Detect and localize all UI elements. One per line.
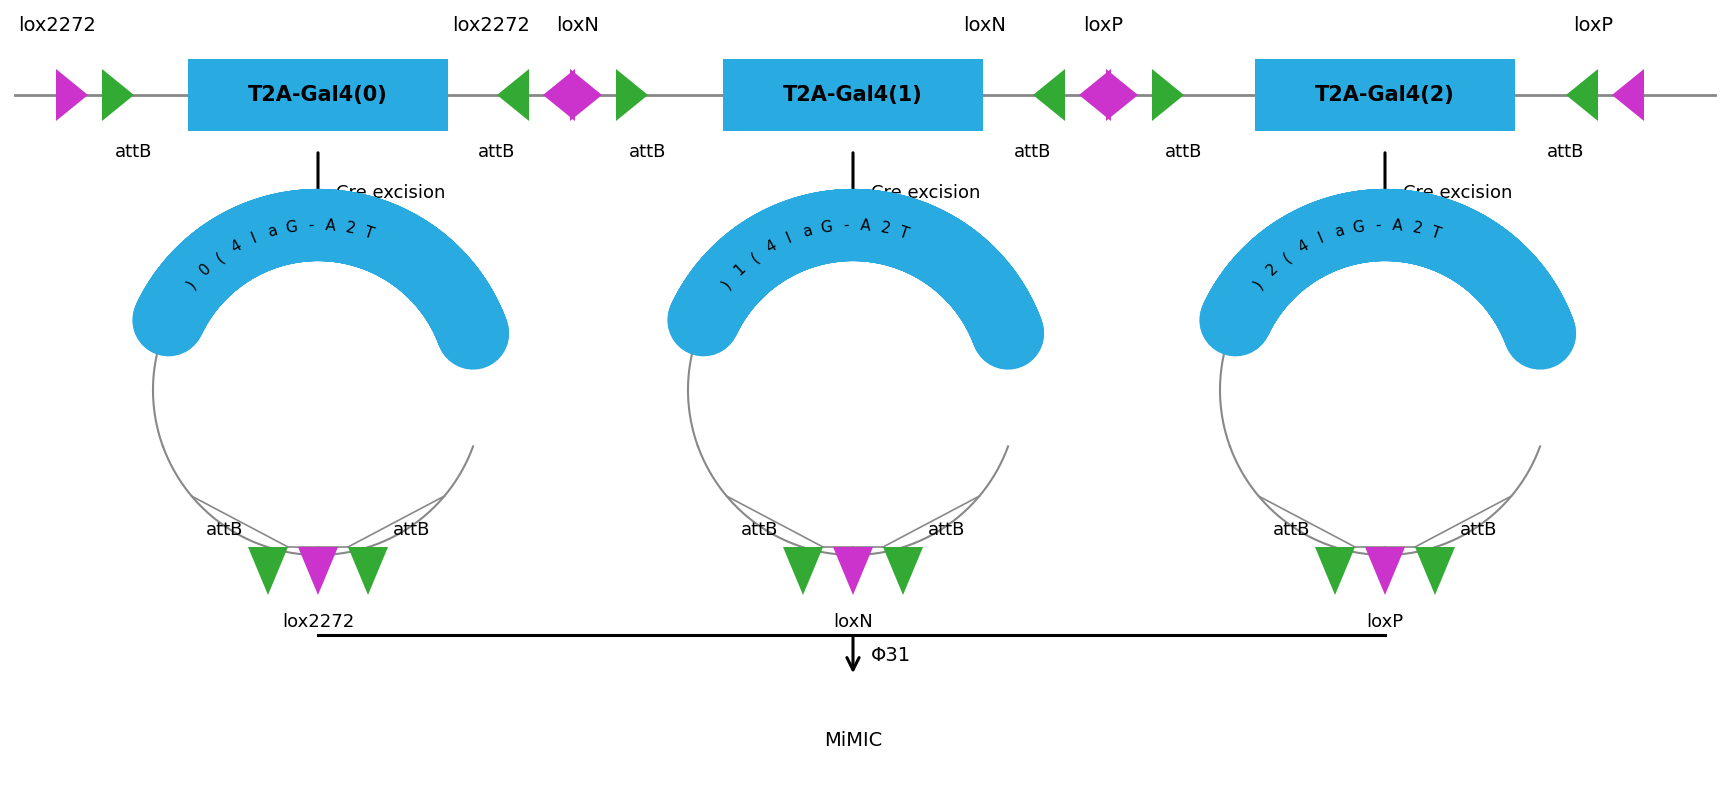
Polygon shape [1105, 69, 1138, 121]
Text: loxN: loxN [834, 613, 874, 631]
Polygon shape [543, 69, 574, 121]
Text: attB: attB [393, 521, 431, 539]
Text: 4: 4 [1296, 237, 1311, 255]
Text: T: T [1429, 225, 1443, 242]
Text: loxN: loxN [555, 16, 599, 35]
Text: 4: 4 [763, 237, 780, 255]
Text: G: G [820, 219, 834, 236]
Text: 4: 4 [228, 237, 244, 255]
Text: 0: 0 [197, 261, 215, 278]
Text: -: - [843, 218, 849, 233]
Polygon shape [102, 69, 133, 121]
Polygon shape [55, 69, 88, 121]
Text: Cre excision: Cre excision [870, 184, 981, 202]
Polygon shape [834, 547, 874, 595]
Text: Cre excision: Cre excision [336, 184, 445, 202]
Text: ): ) [183, 277, 199, 291]
Text: (: ( [1280, 249, 1294, 265]
Bar [1254, 59, 1515, 131]
Text: l: l [784, 230, 794, 246]
Polygon shape [1315, 547, 1355, 595]
Text: 2: 2 [344, 220, 356, 237]
Text: (: ( [749, 249, 761, 265]
Polygon shape [497, 69, 529, 121]
Text: attB: attB [1547, 143, 1585, 161]
Text: ): ) [720, 277, 734, 291]
Polygon shape [882, 547, 924, 595]
Polygon shape [298, 547, 337, 595]
Text: MiMIC: MiMIC [823, 731, 882, 750]
Text: attB: attB [1460, 521, 1498, 539]
Text: -: - [1375, 218, 1381, 233]
Text: 2: 2 [879, 220, 891, 237]
Text: -: - [308, 218, 315, 233]
Polygon shape [348, 547, 388, 595]
Polygon shape [616, 69, 649, 121]
Text: A: A [1393, 218, 1403, 233]
Polygon shape [1566, 69, 1599, 121]
Text: lox2272: lox2272 [17, 16, 95, 35]
Text: attB: attB [1273, 521, 1310, 539]
Text: G: G [284, 219, 299, 236]
Polygon shape [784, 547, 823, 595]
Text: Cre excision: Cre excision [1403, 184, 1512, 202]
Text: attB: attB [630, 143, 666, 161]
Text: attB: attB [927, 521, 965, 539]
Polygon shape [1612, 69, 1644, 121]
Polygon shape [1033, 69, 1066, 121]
Polygon shape [1415, 547, 1455, 595]
Text: T: T [362, 225, 375, 242]
Text: a: a [266, 223, 279, 240]
Text: lox2272: lox2272 [452, 16, 529, 35]
Polygon shape [569, 69, 602, 121]
Text: T2A-Gal4(1): T2A-Gal4(1) [784, 85, 922, 105]
Text: attB: attB [116, 143, 152, 161]
Text: T2A-Gal4(2): T2A-Gal4(2) [1315, 85, 1455, 105]
Polygon shape [247, 547, 287, 595]
Text: A: A [325, 218, 336, 233]
Text: l: l [249, 230, 260, 246]
Text: loxN: loxN [964, 16, 1005, 35]
Text: (: ( [213, 249, 227, 265]
Text: a: a [801, 223, 815, 240]
Polygon shape [1152, 69, 1183, 121]
Text: G: G [1351, 219, 1365, 236]
Text: loxP: loxP [1367, 613, 1403, 631]
Text: T: T [898, 225, 910, 242]
Text: loxP: loxP [1083, 16, 1123, 35]
Polygon shape [1080, 69, 1111, 121]
Text: attB: attB [477, 143, 516, 161]
Text: 2: 2 [1263, 261, 1280, 278]
Bar [723, 59, 983, 131]
Polygon shape [1365, 547, 1405, 595]
Text: loxP: loxP [1573, 16, 1612, 35]
Text: a: a [1332, 223, 1346, 240]
Text: Φ31: Φ31 [870, 646, 912, 665]
Text: attB: attB [740, 521, 778, 539]
Text: attB: attB [1166, 143, 1202, 161]
Bar [189, 59, 448, 131]
Text: ): ) [1251, 277, 1266, 291]
Text: l: l [1317, 230, 1325, 246]
Text: A: A [860, 218, 872, 233]
Text: T2A-Gal4(0): T2A-Gal4(0) [247, 85, 388, 105]
Text: 2: 2 [1412, 220, 1424, 237]
Text: 1: 1 [732, 261, 749, 278]
Text: lox2272: lox2272 [282, 613, 355, 631]
Text: attB: attB [206, 521, 242, 539]
Text: attB: attB [1014, 143, 1052, 161]
